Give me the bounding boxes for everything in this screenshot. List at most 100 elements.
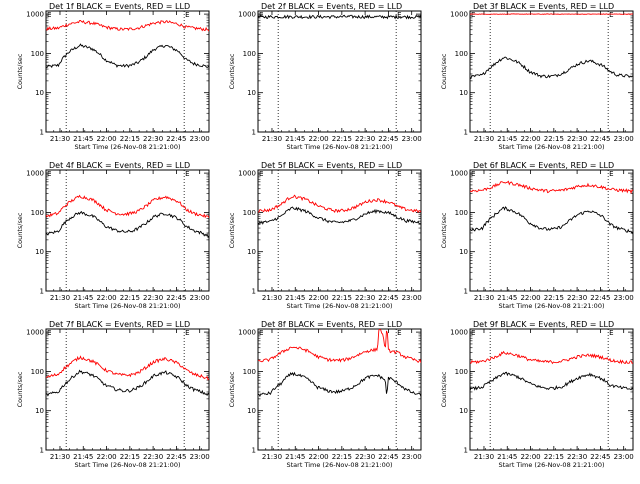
series-events-line [46, 43, 209, 69]
x-tick-label: 22:45 [378, 294, 398, 302]
plot-frame [257, 328, 422, 451]
series-events-line [46, 369, 209, 397]
series-lld-line [46, 194, 209, 219]
plot-frame [45, 169, 210, 292]
y-tick-label: 1 [464, 447, 468, 455]
x-tick-label: 21:30 [262, 294, 282, 302]
y-tick-label: 1000 [26, 170, 44, 178]
y-axis-label: Counts/sec [440, 53, 448, 89]
plot-frame [257, 169, 422, 292]
event-marker-label: E [259, 170, 263, 178]
x-tick-label: 21:30 [50, 135, 70, 143]
y-axis-label: Counts/sec [16, 53, 24, 89]
x-tick-label: 22:30 [143, 294, 163, 302]
x-tick-label: 22:30 [355, 453, 375, 461]
series-lld-line [258, 329, 421, 364]
x-axis-label: Start Time (26-Nov-08 21:21:00) [499, 143, 605, 151]
y-tick-label: 10 [247, 89, 256, 97]
y-tick-label: 1 [252, 288, 256, 296]
panel-det-3f: Det 3f BLACK = Events, RED = LLD 1 10 100 10… [440, 2, 634, 151]
series-lld-line [258, 194, 421, 214]
y-tick-label: 1 [252, 447, 256, 455]
series-events-line [258, 206, 421, 226]
y-tick-label: 10 [247, 407, 256, 415]
x-tick-label: 23:00 [190, 453, 210, 461]
event-marker-label: E [259, 329, 263, 337]
x-tick-label: 22:15 [120, 453, 140, 461]
x-tick-label: 22:45 [166, 294, 186, 302]
panel-det-7f: Det 7f BLACK = Events, RED = LLD 1 10 100 10… [16, 320, 210, 469]
event-marker-label: E [47, 170, 51, 178]
event-marker-label: E [397, 170, 401, 178]
x-tick-label: 21:45 [73, 294, 93, 302]
y-tick-label: 1000 [238, 170, 256, 178]
x-tick-label: 22:30 [143, 453, 163, 461]
x-tick-label: 23:00 [614, 294, 634, 302]
x-axis-label: Start Time (26-Nov-08 21:21:00) [75, 302, 181, 310]
y-tick-label: 100 [455, 209, 468, 217]
y-tick-label: 1000 [26, 11, 44, 19]
plot-frame [469, 10, 634, 133]
event-marker-label: E [185, 11, 189, 19]
panel-title: Det 5f BLACK = Events, RED = LLD [261, 161, 402, 170]
y-axis-label: Counts/sec [228, 371, 236, 407]
y-tick-label: 1000 [26, 329, 44, 337]
panel-title: Det 3f BLACK = Events, RED = LLD [473, 2, 614, 11]
series-lld-line [258, 0, 421, 1]
x-tick-label: 22:00 [308, 294, 328, 302]
x-tick-label: 21:30 [474, 453, 494, 461]
x-tick-label: 22:45 [166, 453, 186, 461]
panel-title: Det 6f BLACK = Events, RED = LLD [473, 161, 614, 170]
x-tick-label: 22:45 [590, 453, 610, 461]
series-lld-line [470, 180, 633, 195]
y-axis-label: Counts/sec [16, 212, 24, 248]
x-tick-label: 21:30 [262, 453, 282, 461]
series-events-line [258, 371, 421, 398]
y-tick-label: 10 [35, 407, 44, 415]
x-tick-label: 22:15 [120, 135, 140, 143]
x-axis-label: Start Time (26-Nov-08 21:21:00) [75, 461, 181, 469]
panel-title: Det 7f BLACK = Events, RED = LLD [49, 320, 190, 329]
panel-title: Det 2f BLACK = Events, RED = LLD [261, 2, 402, 11]
x-tick-label: 22:00 [96, 135, 116, 143]
plot-frame [45, 328, 210, 451]
y-tick-label: 1000 [450, 170, 468, 178]
series-lld-line [46, 20, 209, 32]
event-marker-label: E [47, 11, 51, 19]
y-tick-label: 1 [40, 447, 44, 455]
x-tick-label: 22:45 [378, 453, 398, 461]
y-tick-label: 10 [459, 248, 468, 256]
y-tick-label: 10 [35, 89, 44, 97]
y-tick-label: 100 [31, 50, 44, 58]
x-tick-label: 22:15 [332, 453, 352, 461]
x-tick-label: 21:45 [285, 294, 305, 302]
event-marker-label: E [609, 11, 613, 19]
x-tick-label: 21:30 [474, 294, 494, 302]
x-tick-label: 22:15 [544, 135, 564, 143]
x-tick-label: 22:00 [308, 453, 328, 461]
y-tick-label: 10 [247, 248, 256, 256]
x-axis-label: Start Time (26-Nov-08 21:21:00) [499, 461, 605, 469]
x-tick-label: 23:00 [614, 453, 634, 461]
x-tick-label: 21:45 [73, 453, 93, 461]
y-tick-label: 1 [464, 288, 468, 296]
y-axis-label: Counts/sec [228, 53, 236, 89]
panel-title: Det 4f BLACK = Events, RED = LLD [49, 161, 190, 170]
x-axis-label: Start Time (26-Nov-08 21:21:00) [287, 143, 393, 151]
y-tick-label: 1 [252, 129, 256, 137]
y-tick-label: 100 [455, 368, 468, 376]
y-tick-label: 10 [459, 89, 468, 97]
y-tick-label: 100 [31, 209, 44, 217]
y-tick-label: 1 [40, 129, 44, 137]
x-tick-label: 22:00 [520, 294, 540, 302]
event-marker-label: E [47, 329, 51, 337]
y-tick-label: 100 [243, 368, 256, 376]
x-tick-label: 21:30 [474, 135, 494, 143]
series-lld-line [470, 350, 633, 365]
event-marker-label: E [397, 11, 401, 19]
x-tick-label: 22:30 [355, 135, 375, 143]
x-tick-label: 22:30 [567, 453, 587, 461]
x-tick-label: 21:45 [73, 135, 93, 143]
x-tick-label: 22:45 [166, 135, 186, 143]
